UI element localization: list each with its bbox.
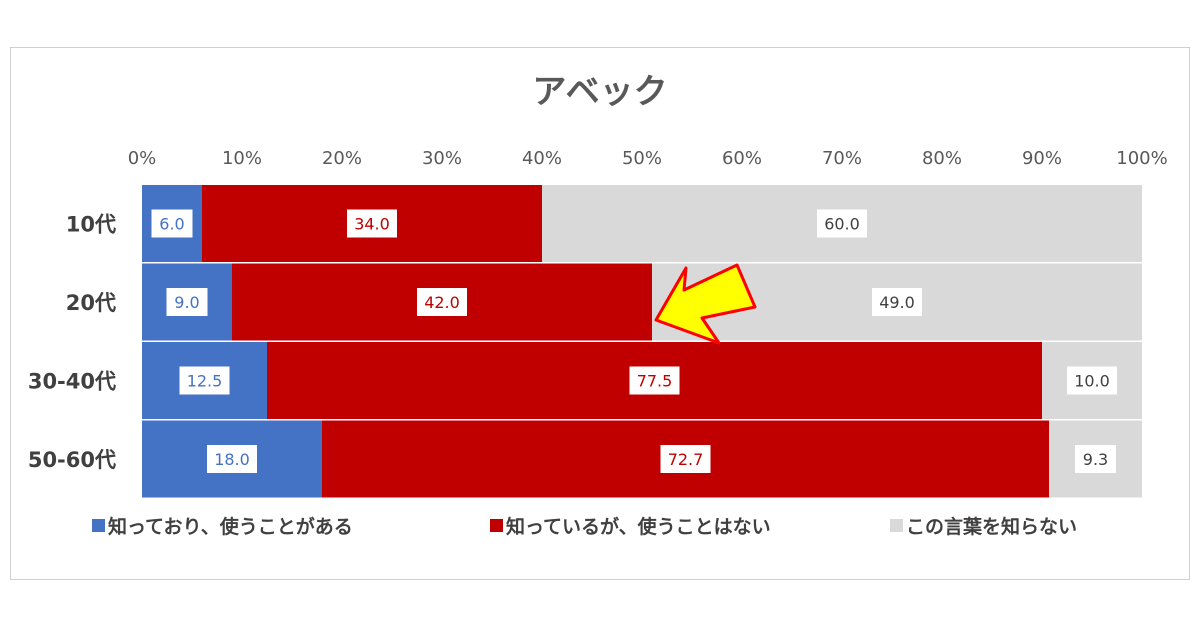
data-label-box: [179, 366, 230, 395]
legend-swatch: [890, 519, 903, 532]
legend-label: 知っており、使うことがある: [108, 515, 353, 538]
category-label: 10代: [66, 213, 116, 237]
data-label: 18.0: [214, 450, 250, 469]
category-label: 30-40代: [28, 370, 116, 394]
legend: 知っており、使うことがある 知っているが、使うことはない この言葉を知らない: [92, 515, 1077, 538]
legend-label: この言葉を知らない: [906, 515, 1077, 538]
data-label-box: [629, 366, 680, 395]
x-tick-label: 10%: [222, 148, 262, 169]
data-label: 60.0: [824, 215, 860, 234]
x-axis-ticks: 0% 10% 20% 30% 40% 50% 60% 70% 80% 90% 100%: [128, 148, 1168, 169]
data-label-box: [872, 288, 922, 316]
x-tick-label: 40%: [522, 148, 562, 169]
data-label: 42.0: [424, 293, 460, 312]
data-label: 12.5: [187, 372, 223, 391]
x-tick-label: 0%: [128, 148, 157, 169]
category-label: 50-60代: [28, 448, 116, 472]
data-label-box: [660, 445, 711, 473]
bars-group: [142, 185, 1142, 498]
data-label: 9.3: [1083, 450, 1108, 469]
x-tick-label: 90%: [1022, 148, 1062, 169]
x-tick-label: 70%: [822, 148, 862, 169]
data-label-box: [817, 209, 867, 238]
category-label: 20代: [66, 291, 116, 315]
data-label-box: [347, 209, 397, 238]
x-tick-label: 30%: [422, 148, 462, 169]
data-label: 6.0: [159, 215, 184, 234]
category-labels: 10代 20代 30-40代 50-60代: [28, 213, 116, 473]
x-tick-label: 100%: [1116, 148, 1167, 169]
chart-title: アベック: [532, 72, 667, 112]
highlight-arrow-icon: [654, 263, 757, 345]
data-label-box: [207, 445, 257, 473]
legend-swatch: [92, 519, 105, 532]
legend-label: 知っているが、使うことはない: [506, 515, 771, 538]
x-tick-label: 80%: [922, 148, 962, 169]
data-label-box: [151, 209, 193, 238]
x-tick-label: 20%: [322, 148, 362, 169]
data-label-box: [166, 288, 208, 316]
data-label-box: [417, 288, 467, 316]
data-label: 77.5: [637, 372, 673, 391]
data-label-box: [1075, 445, 1116, 473]
x-tick-label: 60%: [722, 148, 762, 169]
x-tick-label: 50%: [622, 148, 662, 169]
legend-swatch: [490, 519, 503, 532]
data-label: 9.0: [174, 293, 199, 312]
data-label: 72.7: [668, 450, 704, 469]
data-labels: 6.0 34.0 60.0 9.0 42.0 49.0 12.5 77.5 10.0 18.0 72…: [151, 209, 1117, 473]
data-label: 49.0: [879, 293, 915, 312]
data-label: 10.0: [1074, 372, 1110, 391]
data-label: 34.0: [354, 215, 390, 234]
data-label-box: [1067, 366, 1117, 395]
